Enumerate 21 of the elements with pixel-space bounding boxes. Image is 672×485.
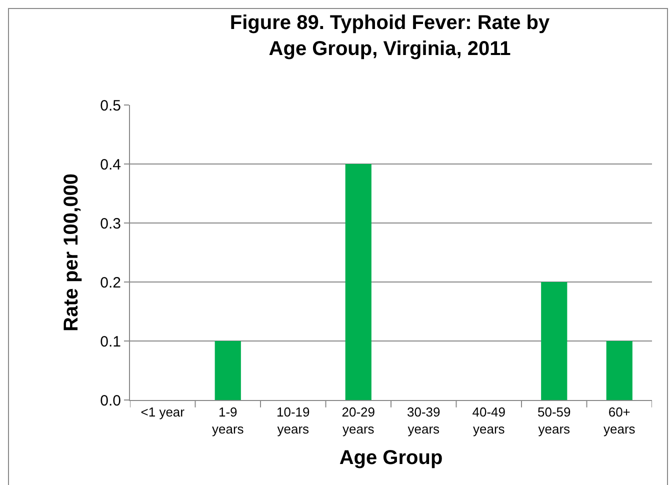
y-axis-title: Rate per 100,000 (60, 174, 83, 332)
y-tick-label: 0.1 (100, 333, 121, 350)
bar (345, 164, 372, 400)
x-tick-label: 60+ years (603, 404, 636, 436)
y-tick-label: 0.2 (100, 274, 121, 292)
x-tick-label: 1-9 years (212, 404, 244, 436)
y-tick-label: 0.0 (100, 392, 121, 410)
x-tick-label: 20-29 years (342, 404, 376, 436)
x-tick-label: 40-49 years (472, 404, 506, 436)
bar (214, 341, 241, 400)
bar (541, 282, 568, 400)
y-tick-label: 0.3 (100, 215, 121, 232)
y-tick-label: 0.4 (100, 156, 121, 174)
x-tick-label: 30-39 years (407, 404, 440, 436)
x-tick-label: 10-19 years (276, 404, 310, 436)
x-axis-title: Age Group (339, 447, 443, 469)
x-tick-label: 50-59 years (538, 404, 571, 436)
chart-title: Figure 89. Typhoid Fever: Rate by Age Group, Virginia, 2011 (230, 12, 550, 60)
y-tick-label: 0.5 (100, 97, 121, 114)
x-tick-label: <1 year (140, 404, 186, 420)
bar (606, 341, 632, 400)
